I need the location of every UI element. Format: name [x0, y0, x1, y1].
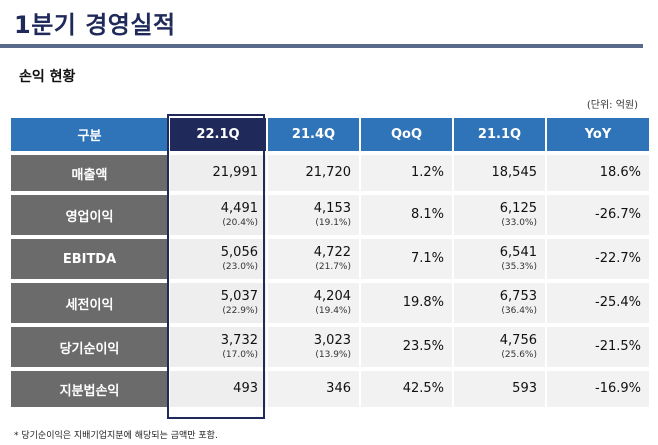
- cell-yoy: -21.5%: [545, 327, 649, 367]
- cell-yoy: 18.6%: [545, 155, 649, 191]
- cell-21-1q: 4,756 (25.6%): [452, 327, 545, 367]
- header-yoy: YoY: [545, 118, 649, 151]
- cell-qoq: 23.5%: [359, 327, 452, 367]
- income-statement-table: 구분 22.1Q 21.4Q QoQ 21.1Q YoY 매출액 21,991 …: [11, 114, 649, 411]
- cell-qoq: 19.8%: [359, 283, 452, 323]
- cell-22-1q: 4,491 (20.4%): [168, 195, 266, 235]
- header-21-1q: 21.1Q: [452, 118, 545, 151]
- cell-21-1q: 593: [452, 371, 545, 407]
- row-label: EBITDA: [11, 239, 168, 279]
- cell-21-4q: 4,153 (19.1%): [266, 195, 359, 235]
- table-row: EBITDA 5,056 (23.0%) 4,722 (21.7%) 7.1% 6,…: [11, 239, 649, 279]
- row-label: 지분법손익: [11, 371, 168, 407]
- cell-qoq: 1.2%: [359, 155, 452, 191]
- cell-22-1q: 5,037 (22.9%): [168, 283, 266, 323]
- cell-21-1q: 6,125 (33.0%): [452, 195, 545, 235]
- cell-21-4q: 21,720: [266, 155, 359, 191]
- title-divider: [0, 44, 643, 48]
- row-label: 매출액: [11, 155, 168, 191]
- cell-21-1q: 18,545: [452, 155, 545, 191]
- footnote: * 당기순이익은 지배기업지분에 해당되는 금액만 포함.: [14, 431, 218, 441]
- cell-22-1q: 5,056 (23.0%): [168, 239, 266, 279]
- cell-21-4q: 4,204 (19.4%): [266, 283, 359, 323]
- cell-21-1q: 6,753 (36.4%): [452, 283, 545, 323]
- cell-yoy: -16.9%: [545, 371, 649, 407]
- cell-22-1q: 3,732 (17.0%): [168, 327, 266, 367]
- cell-yoy: -26.7%: [545, 195, 649, 235]
- cell-qoq: 7.1%: [359, 239, 452, 279]
- row-label: 영업이익: [11, 195, 168, 235]
- cell-22-1q: 21,991: [168, 155, 266, 191]
- table-row: 영업이익 4,491 (20.4%) 4,153 (19.1%) 8.1% 6,12…: [11, 195, 649, 235]
- cell-qoq: 42.5%: [359, 371, 452, 407]
- table-row: 매출액 21,991 21,720 1.2% 18,545 18.6%: [11, 155, 649, 191]
- table-header-row: 구분 22.1Q 21.4Q QoQ 21.1Q YoY: [11, 118, 649, 151]
- row-label: 당기순이익: [11, 327, 168, 367]
- cell-21-4q: 346: [266, 371, 359, 407]
- cell-qoq: 8.1%: [359, 195, 452, 235]
- table-row: 지분법손익 493 346 42.5% 593 -16.9%: [11, 371, 649, 407]
- cell-yoy: -25.4%: [545, 283, 649, 323]
- header-22-1q: 22.1Q: [168, 118, 266, 151]
- header-category: 구분: [11, 118, 168, 151]
- row-label: 세전이익: [11, 283, 168, 323]
- cell-22-1q: 493: [168, 371, 266, 407]
- page-title: 1분기 경영실적: [14, 11, 176, 39]
- cell-21-4q: 4,722 (21.7%): [266, 239, 359, 279]
- table-row: 세전이익 5,037 (22.9%) 4,204 (19.4%) 19.8% 6,7…: [11, 283, 649, 323]
- section-title: 손익 현황: [19, 69, 76, 85]
- cell-yoy: -22.7%: [545, 239, 649, 279]
- unit-note: (단위: 억원): [586, 100, 638, 111]
- table-row: 당기순이익 3,732 (17.0%) 3,023 (13.9%) 23.5% 4,…: [11, 327, 649, 367]
- header-qoq: QoQ: [359, 118, 452, 151]
- cell-21-4q: 3,023 (13.9%): [266, 327, 359, 367]
- cell-21-1q: 6,541 (35.3%): [452, 239, 545, 279]
- header-21-4q: 21.4Q: [266, 118, 359, 151]
